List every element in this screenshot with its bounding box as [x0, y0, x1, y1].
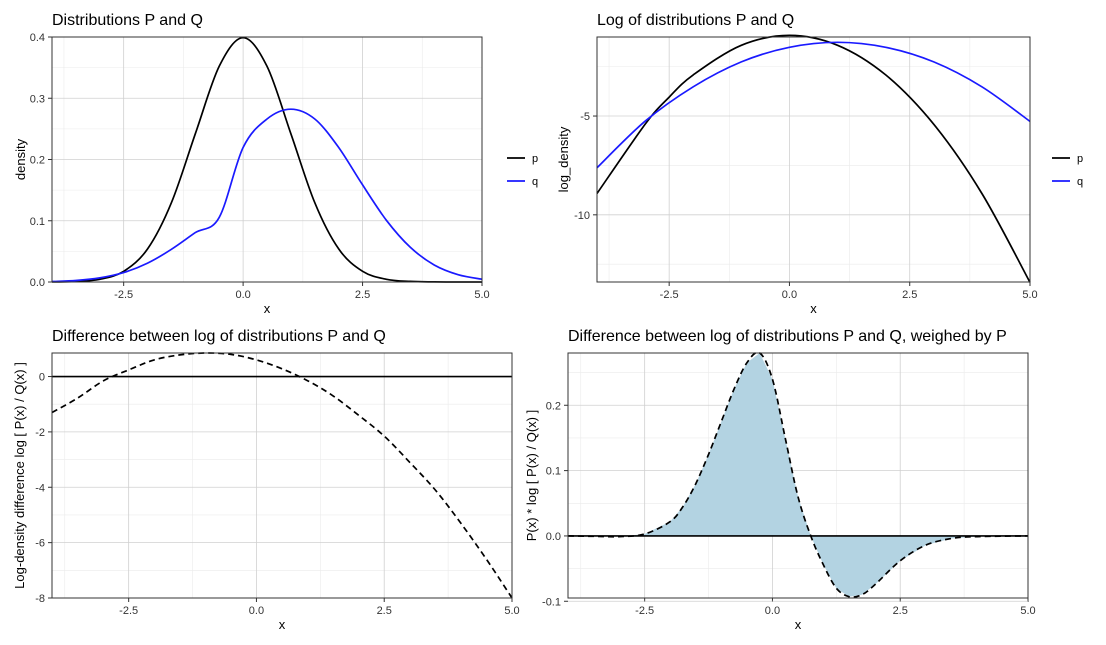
y-axis-label: log_density	[556, 126, 571, 192]
y-tick-label: -6	[35, 538, 45, 550]
y-tick-label: 0.4	[30, 32, 45, 44]
area-fill	[568, 353, 1028, 597]
x-axis-label: x	[810, 301, 817, 316]
y-axis-label: P(x) * log [ P(x) / Q(x) ]	[524, 410, 539, 541]
x-tick-label: 2.5	[902, 289, 917, 301]
legend-label-q: q	[1077, 176, 1083, 188]
y-tick-label: 0.0	[30, 277, 45, 289]
x-axis-label: x	[264, 301, 271, 316]
x-tick-label: 2.5	[355, 289, 370, 301]
y-tick-label: -10	[574, 210, 590, 222]
x-tick-label: 5.0	[474, 289, 489, 301]
x-tick-label: 5.0	[1020, 605, 1035, 617]
x-tick-label: 5.0	[1022, 289, 1037, 301]
plot-frame	[567, 352, 1029, 599]
y-tick-label: 0.1	[30, 216, 45, 228]
x-axis-label: x	[279, 617, 286, 632]
y-tick-label: 0	[39, 372, 45, 384]
x-tick-label: -2.5	[635, 605, 654, 617]
y-tick-label: -2	[35, 427, 45, 439]
panel-log-difference: -2.5 0.0 2.5 5.0 -8 -6 -4 -2 0 Difference between…	[12, 328, 520, 632]
legend-label-p: p	[532, 153, 538, 165]
plot-frame	[51, 352, 513, 599]
panel-distributions: -2.5 0.0 2.5 5.0 0.0 0.1 0.2 0.3 0.4 Distribution…	[13, 12, 538, 316]
y-tick-label: -8	[35, 593, 45, 605]
chart-title: Difference between log of distributions …	[568, 328, 1007, 345]
x-axis-label: x	[795, 617, 802, 632]
series-line-0	[567, 351, 1029, 598]
x-tick-label: 0.0	[235, 289, 250, 301]
y-tick-label: 0.2	[546, 400, 561, 412]
legend-label-q: q	[532, 176, 538, 188]
x-tick-label: 0.0	[249, 605, 264, 617]
legend-label-p: p	[1077, 153, 1083, 165]
panel-weighted-difference: -2.5 0.0 2.5 5.0 -0.1 0.0 0.1 0.2 Difference bet…	[524, 328, 1036, 632]
plot-frame	[51, 36, 483, 283]
y-tick-label: -0.1	[542, 596, 561, 608]
x-tick-label: -2.5	[119, 605, 138, 617]
x-tick-label: -2.5	[114, 289, 133, 301]
panel-log-distributions: -2.5 0.0 2.5 5.0 -10 -5 Log of distributions P…	[556, 12, 1083, 316]
chart-title: Distributions P and Q	[52, 12, 203, 29]
y-tick-label: -4	[35, 482, 45, 494]
series-line-q	[596, 41, 1031, 169]
x-tick-label: 2.5	[377, 605, 392, 617]
plot-frame	[596, 36, 1031, 283]
y-axis-label: density	[13, 138, 28, 180]
series-line-p	[596, 34, 1031, 283]
x-tick-label: 0.0	[765, 605, 780, 617]
x-tick-label: 2.5	[893, 605, 908, 617]
series-line-q	[51, 108, 483, 283]
chart-title: Difference between log of distributions …	[52, 328, 386, 345]
series-line-0	[51, 352, 513, 599]
x-tick-label: 5.0	[504, 605, 519, 617]
y-tick-label: 0.0	[546, 531, 561, 543]
y-axis-label: Log-density difference log [ P(x) / Q(x)…	[12, 362, 27, 589]
y-tick-label: 0.2	[30, 155, 45, 167]
y-tick-label: 0.3	[30, 93, 45, 105]
chart-title: Log of distributions P and Q	[597, 12, 794, 29]
series-line-p	[51, 36, 482, 283]
y-tick-label: 0.1	[546, 466, 561, 478]
x-tick-label: 0.0	[782, 289, 797, 301]
x-tick-label: -2.5	[660, 289, 679, 301]
y-tick-label: -5	[580, 111, 590, 123]
